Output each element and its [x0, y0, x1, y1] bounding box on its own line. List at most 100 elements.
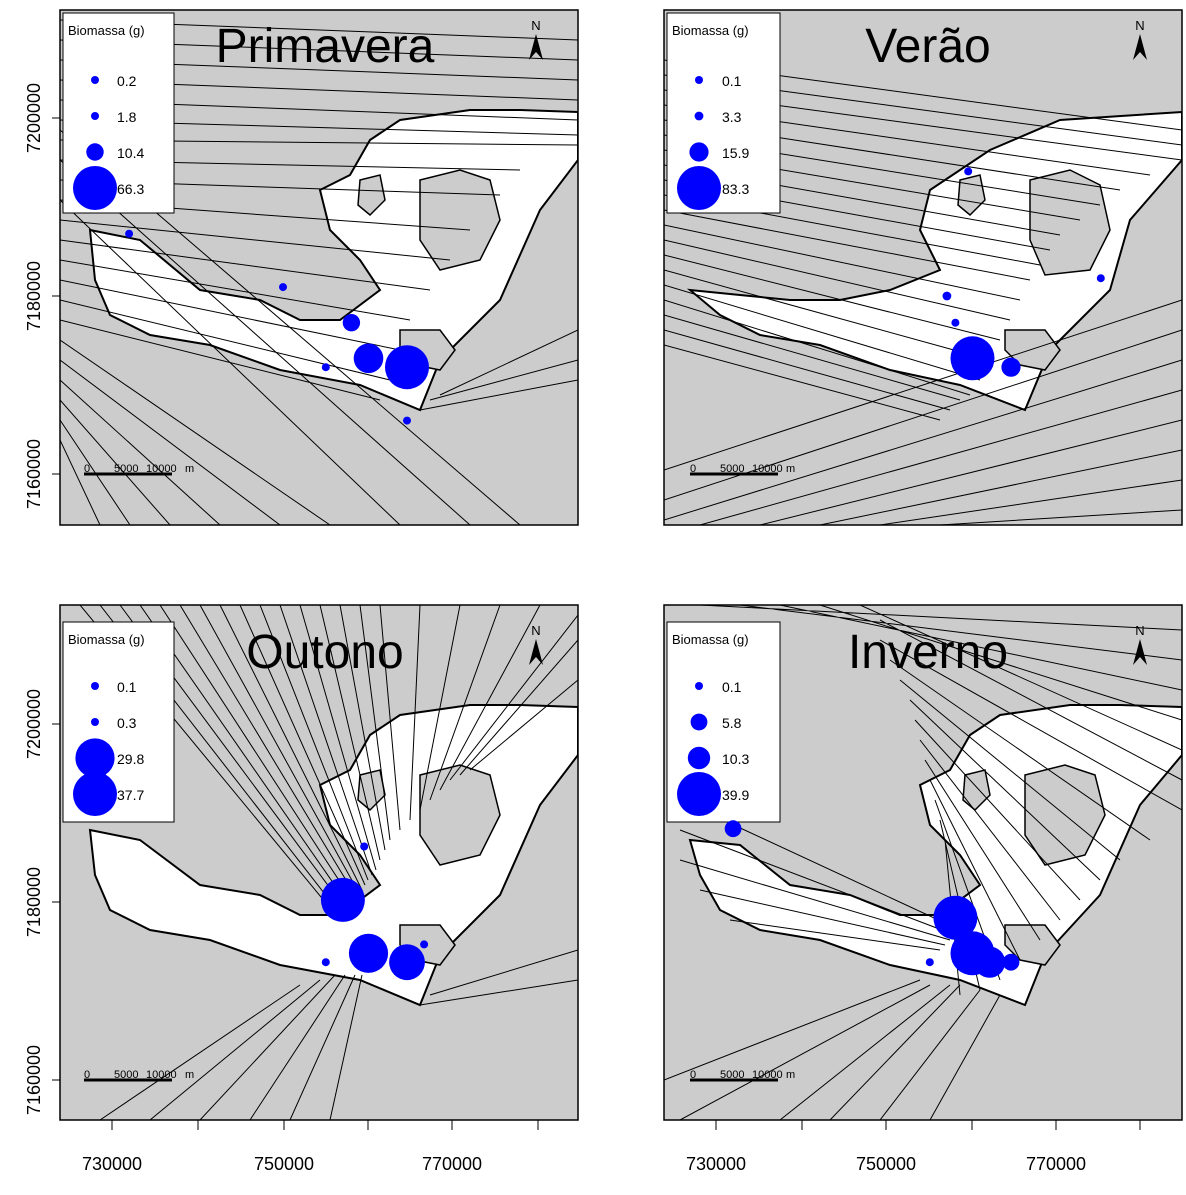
legend-value: 0.3 — [117, 715, 137, 731]
y-tick-label: 7200000 — [24, 689, 44, 759]
legend-value: 5.8 — [722, 715, 742, 731]
panel-primavera: Primavera N Biomassa (g) 0.2 1.8 10.4 66… — [59, 9, 579, 526]
biomass-point — [1001, 357, 1021, 377]
legend-symbol — [75, 738, 115, 778]
legend-value: 3.3 — [722, 109, 742, 125]
panel-outono: Outono N Biomassa (g) 0.1 0.3 29.8 37.7 … — [59, 604, 579, 1121]
biomass-points — [73, 76, 1105, 981]
biomass-point — [964, 167, 973, 176]
biomass-point — [353, 343, 384, 374]
y-tick-label: 7160000 — [24, 1045, 44, 1115]
panel-title: Primavera — [216, 20, 435, 73]
legend-value: 29.8 — [117, 751, 144, 767]
biomass-point — [1002, 953, 1020, 971]
biomass-point — [724, 820, 742, 838]
svg-text:m: m — [786, 1069, 795, 1081]
legend-value: 1.8 — [117, 109, 137, 125]
legend-symbol — [73, 166, 117, 210]
biomass-point — [925, 958, 934, 967]
legend-value: 83.3 — [722, 181, 749, 197]
voronoi-lines — [60, 19, 578, 525]
biomass-point — [950, 336, 995, 381]
panel-inverno: Inverno N Biomassa (g) 0.1 5.8 10.3 39.9… — [663, 604, 1183, 1121]
y-tick-label: 7180000 — [24, 867, 44, 937]
biomass-point — [279, 283, 287, 292]
biomass-point — [320, 877, 365, 922]
x-tick-label: 750000 — [254, 1154, 314, 1174]
voronoi-lines — [79, 605, 578, 1120]
biomass-point — [342, 314, 361, 332]
biomass-point — [974, 946, 1006, 978]
svg-text:0: 0 — [690, 463, 696, 475]
panel-title: Verão — [865, 20, 990, 73]
svg-text:Biomassa (g): Biomassa (g) — [672, 632, 749, 647]
biomass-point — [321, 958, 330, 967]
svg-text:m: m — [185, 1069, 194, 1081]
y-tick-label: 7200000 — [24, 83, 44, 153]
svg-text:5000: 5000 — [114, 463, 138, 475]
legend-symbol — [695, 682, 703, 690]
svg-text:0: 0 — [84, 463, 90, 475]
legend-symbol — [91, 76, 99, 84]
legend-symbol — [695, 76, 703, 84]
svg-text:5000: 5000 — [114, 1069, 138, 1081]
x-axis-left: 730000 750000 770000 — [82, 1119, 539, 1174]
x-tick-label: 770000 — [1026, 1154, 1086, 1174]
x-tick-label: 730000 — [82, 1154, 142, 1174]
svg-text:5000: 5000 — [720, 1069, 744, 1081]
legend-symbol — [677, 166, 721, 210]
scale-bar: 0 5000 10000 m — [690, 1069, 795, 1082]
legend-symbol — [91, 718, 99, 726]
svg-text:N: N — [1135, 18, 1144, 33]
svg-text:m: m — [786, 463, 795, 475]
biomass-point — [951, 318, 960, 327]
plot-frame — [663, 9, 1183, 526]
legend-value: 39.9 — [722, 787, 749, 803]
svg-text:m: m — [185, 463, 194, 475]
biomass-point — [942, 291, 952, 301]
biomass-point — [403, 416, 411, 425]
legend-value: 0.1 — [722, 73, 742, 89]
scale-bar: 0 5000 10000 m — [84, 463, 194, 476]
legend-value: 10.3 — [722, 751, 749, 767]
legend-symbol — [690, 713, 708, 731]
svg-text:10000: 10000 — [752, 1069, 783, 1081]
x-tick-label: 770000 — [422, 1154, 482, 1174]
legend-value: 37.7 — [117, 787, 144, 803]
y-tick-label: 7160000 — [24, 439, 44, 509]
y-tick-label: 7180000 — [24, 261, 44, 331]
biomass-point — [360, 842, 369, 851]
svg-text:N: N — [531, 623, 540, 638]
biomass-point — [933, 895, 978, 940]
legend-symbol — [73, 772, 117, 816]
legend-symbol — [91, 112, 99, 120]
estuary-land — [88, 109, 578, 412]
legend-value: 0.1 — [722, 679, 742, 695]
biomass-point — [321, 363, 330, 372]
svg-text:Biomassa (g): Biomassa (g) — [68, 23, 145, 38]
legend-value: 66.3 — [117, 181, 144, 197]
north-arrow: N — [1133, 18, 1147, 60]
scale-bar: 0 5000 10000 m — [690, 463, 795, 476]
y-axis-bottom: 7200000 7180000 7160000 — [24, 689, 61, 1115]
panel-verao: Verão N Biomassa (g) 0.1 3.3 15.9 83.3 0… — [663, 9, 1183, 526]
x-tick-label: 750000 — [856, 1154, 916, 1174]
svg-text:10000: 10000 — [146, 463, 177, 475]
panel-title: Outono — [246, 626, 403, 679]
svg-text:10000: 10000 — [146, 1069, 177, 1081]
svg-text:5000: 5000 — [720, 463, 744, 475]
scale-bar: 0 5000 10000 m — [84, 1069, 194, 1082]
legend: Biomassa (g) 0.1 3.3 15.9 83.3 — [666, 12, 781, 214]
north-arrow: N — [529, 18, 543, 60]
legend-value: 0.1 — [117, 679, 137, 695]
legend-symbol — [687, 746, 711, 770]
north-arrow: N — [529, 623, 543, 665]
panel-title: Inverno — [848, 626, 1008, 679]
svg-text:Biomassa (g): Biomassa (g) — [68, 632, 145, 647]
legend-symbol — [677, 772, 721, 816]
legend-symbol — [86, 143, 104, 161]
biomass-point — [385, 345, 429, 390]
svg-text:Biomassa (g): Biomassa (g) — [672, 23, 749, 38]
legend-value: 0.2 — [117, 73, 137, 89]
